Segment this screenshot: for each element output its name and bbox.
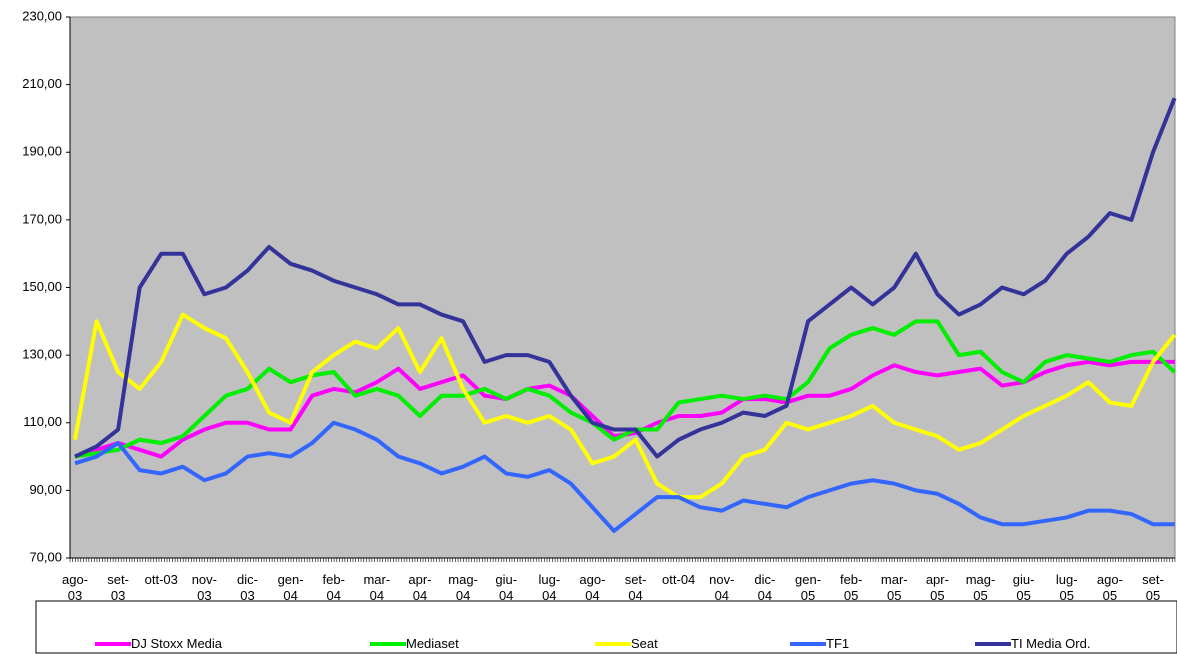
x-tick-label: set-05 [1142, 572, 1164, 603]
x-tick-label: apr-05 [925, 572, 949, 603]
x-tick-label: giu-05 [1012, 572, 1035, 603]
y-tick-label: 90,00 [29, 482, 62, 497]
legend-label: Seat [631, 636, 658, 651]
plot-area [69, 16, 1176, 559]
x-tick-label: lug-04 [538, 572, 561, 603]
legend-label: DJ Stoxx Media [131, 636, 223, 651]
x-tick-label: ott-03 [144, 572, 178, 587]
legend-box [35, 600, 1177, 654]
y-tick-label: 130,00 [22, 347, 62, 362]
y-tick-label: 150,00 [22, 279, 62, 294]
x-tick-label: ago-03 [61, 572, 89, 603]
x-tick-label: ago-04 [579, 572, 606, 603]
series-line [73, 312, 1177, 500]
x-tick-label: apr-04 [408, 572, 432, 603]
legend-label: TF1 [826, 636, 850, 651]
x-tick-label: set-03 [107, 572, 129, 603]
x-tick-label: feb-05 [839, 572, 863, 603]
x-tick-label: feb-04 [322, 572, 345, 603]
y-tick-label: 110,00 [23, 414, 62, 429]
legend-label: Mediaset [406, 636, 459, 651]
y-tick-label: 210,00 [22, 76, 62, 91]
x-tick-label: gen-04 [277, 572, 304, 603]
x-tick-label: dic-04 [754, 572, 776, 603]
y-tick-label: 230,00 [22, 8, 62, 23]
x-tick-label: nov-04 [709, 572, 735, 603]
x-tick-label: ott-04 [662, 572, 696, 587]
x-tick-label: gen-05 [795, 572, 822, 603]
x-tick-label: mag-05 [965, 572, 996, 603]
x-tick-label: set-04 [624, 572, 647, 603]
x-tick-label: ago-05 [1096, 572, 1123, 603]
series-line [74, 319, 1176, 459]
legend-label: TI Media Ord. [1011, 636, 1091, 651]
x-tick-label: mar-04 [363, 572, 391, 603]
x-tick-label: lug-05 [1055, 572, 1078, 603]
y-tick-label: 190,00 [22, 144, 62, 159]
y-tick-label: 170,00 [22, 211, 62, 226]
x-tick-label: dic-03 [236, 572, 258, 603]
x-tick-label: nov-03 [191, 572, 217, 603]
x-tick-label: mag-04 [448, 572, 478, 603]
x-tick-label: mar-05 [880, 572, 908, 603]
x-tick-label: giu-04 [495, 572, 518, 603]
series-line [74, 97, 1177, 459]
series-line [74, 420, 1175, 533]
y-tick-label: 70,00 [29, 549, 62, 564]
